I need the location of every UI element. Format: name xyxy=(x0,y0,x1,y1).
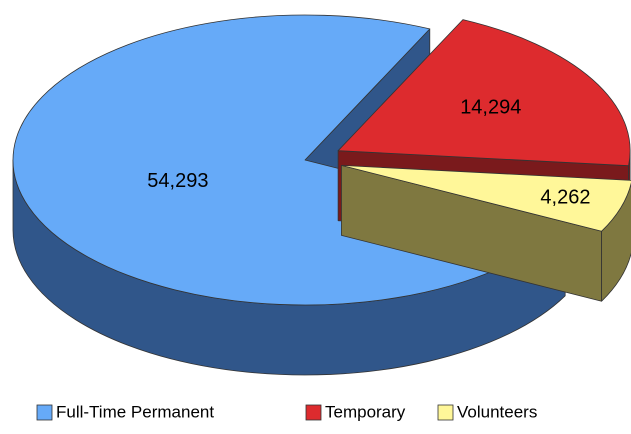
legend-swatch xyxy=(305,404,322,421)
legend-item: Full-Time Permanent xyxy=(36,402,214,421)
slice xyxy=(337,19,631,167)
data-label: 4,262 xyxy=(540,187,590,209)
legend-label: Temporary xyxy=(325,402,406,421)
legend-item: Temporary xyxy=(305,402,406,421)
legend-label: Full-Time Permanent xyxy=(56,402,214,421)
data-label: 54,293 xyxy=(147,170,208,192)
slice xyxy=(341,164,631,232)
legend-swatch xyxy=(36,404,53,421)
legend-label: Volunteers xyxy=(457,402,537,421)
legend-item: Volunteers xyxy=(437,402,537,421)
data-label: 14,294 xyxy=(460,96,521,118)
legend-swatch xyxy=(437,404,454,421)
